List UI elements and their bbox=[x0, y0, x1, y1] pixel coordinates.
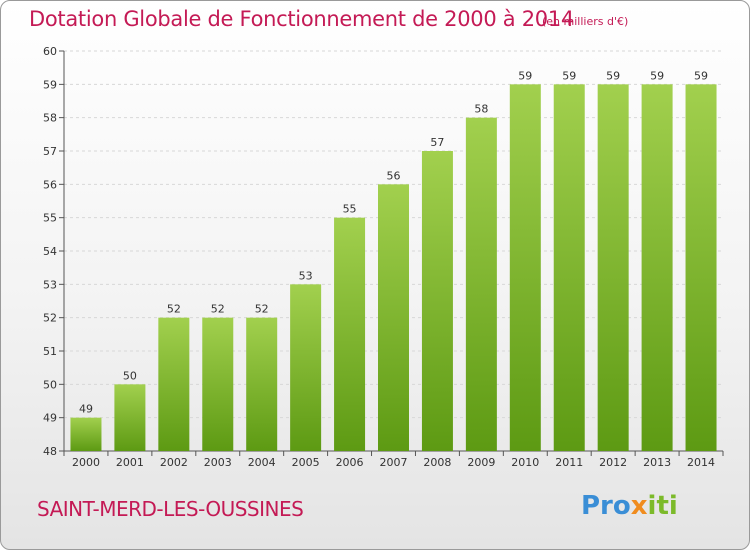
bar-2006[interactable] bbox=[334, 217, 366, 451]
logo-text-part1: Pro bbox=[581, 491, 631, 521]
bar-2011[interactable] bbox=[553, 84, 585, 451]
y-tick-label: 56 bbox=[43, 178, 57, 191]
x-tick-label: 2014 bbox=[687, 456, 715, 469]
logo-text-part2: x bbox=[630, 491, 648, 521]
bar-2002[interactable] bbox=[158, 317, 190, 451]
data-label-2004: 52 bbox=[255, 303, 269, 316]
bar-2008[interactable] bbox=[421, 151, 453, 451]
y-tick-label: 57 bbox=[43, 145, 57, 158]
data-label-2001: 50 bbox=[123, 369, 137, 382]
x-tick-label: 2007 bbox=[380, 456, 408, 469]
x-tick-label: 2006 bbox=[336, 456, 364, 469]
bar-2007[interactable] bbox=[378, 184, 409, 452]
data-label-2000: 49 bbox=[79, 403, 93, 416]
x-tick-label: 2008 bbox=[423, 456, 451, 469]
bar-2014[interactable] bbox=[685, 84, 717, 451]
y-tick-label: 55 bbox=[43, 212, 57, 225]
x-tick-label: 2009 bbox=[467, 456, 495, 469]
data-label-2009: 58 bbox=[474, 103, 488, 116]
y-tick-label: 49 bbox=[43, 412, 57, 425]
bars bbox=[70, 84, 717, 452]
data-label-2014: 59 bbox=[694, 69, 708, 82]
x-tick-label: 2004 bbox=[248, 456, 276, 469]
y-tick-label: 59 bbox=[43, 78, 57, 91]
y-tick-label: 50 bbox=[43, 378, 57, 391]
bar-2001[interactable] bbox=[114, 384, 146, 451]
data-label-2006: 55 bbox=[343, 203, 357, 216]
bar-2000[interactable] bbox=[70, 417, 102, 451]
x-tick-label: 2010 bbox=[511, 456, 539, 469]
x-tick-label: 2003 bbox=[204, 456, 232, 469]
x-tick-label: 2001 bbox=[116, 456, 144, 469]
data-label-2013: 59 bbox=[650, 69, 664, 82]
x-tick-label: 2002 bbox=[160, 456, 188, 469]
x-tick-label: 2011 bbox=[555, 456, 583, 469]
bar-2005[interactable] bbox=[290, 284, 322, 451]
data-labels: 49 50 52 52 52 53 55 56 57 58 59 59 59 59 59 bbox=[79, 69, 708, 415]
bar-2013[interactable] bbox=[641, 84, 673, 451]
x-tick-label: 2005 bbox=[292, 456, 320, 469]
data-label-2012: 59 bbox=[606, 69, 620, 82]
x-tick-label: 2012 bbox=[599, 456, 627, 469]
x-tick-label: 2013 bbox=[643, 456, 671, 469]
data-label-2005: 53 bbox=[299, 269, 313, 282]
municipality-name: SAINT-MERD-LES-OUSSINES bbox=[37, 497, 304, 521]
bar-2003[interactable] bbox=[202, 317, 234, 451]
bar-2004[interactable] bbox=[246, 317, 278, 451]
logo-text-part3: iti bbox=[647, 491, 678, 521]
y-tick-label: 60 bbox=[43, 45, 57, 58]
chart-subtitle: (en milliers d'€) bbox=[542, 15, 629, 28]
data-label-2008: 57 bbox=[430, 136, 444, 149]
y-tick-label: 54 bbox=[43, 245, 57, 258]
y-tick-label: 52 bbox=[43, 312, 57, 325]
data-label-2007: 56 bbox=[387, 169, 401, 182]
data-label-2002: 52 bbox=[167, 303, 181, 316]
data-label-2010: 59 bbox=[518, 69, 532, 82]
chart-title: Dotation Globale de Fonctionnement de 20… bbox=[29, 7, 574, 31]
data-label-2003: 52 bbox=[211, 303, 225, 316]
y-tick-label: 53 bbox=[43, 278, 57, 291]
bar-2009[interactable] bbox=[465, 117, 497, 452]
data-label-2011: 59 bbox=[562, 69, 576, 82]
bar-2010[interactable] bbox=[509, 84, 541, 451]
y-tick-label: 48 bbox=[43, 445, 57, 458]
bar-2012[interactable] bbox=[597, 84, 629, 451]
proxiti-logo[interactable]: Proxiti bbox=[581, 491, 678, 521]
y-tick-label: 58 bbox=[43, 112, 57, 125]
y-tick-label: 51 bbox=[43, 345, 57, 358]
x-tick-label: 2000 bbox=[72, 456, 100, 469]
